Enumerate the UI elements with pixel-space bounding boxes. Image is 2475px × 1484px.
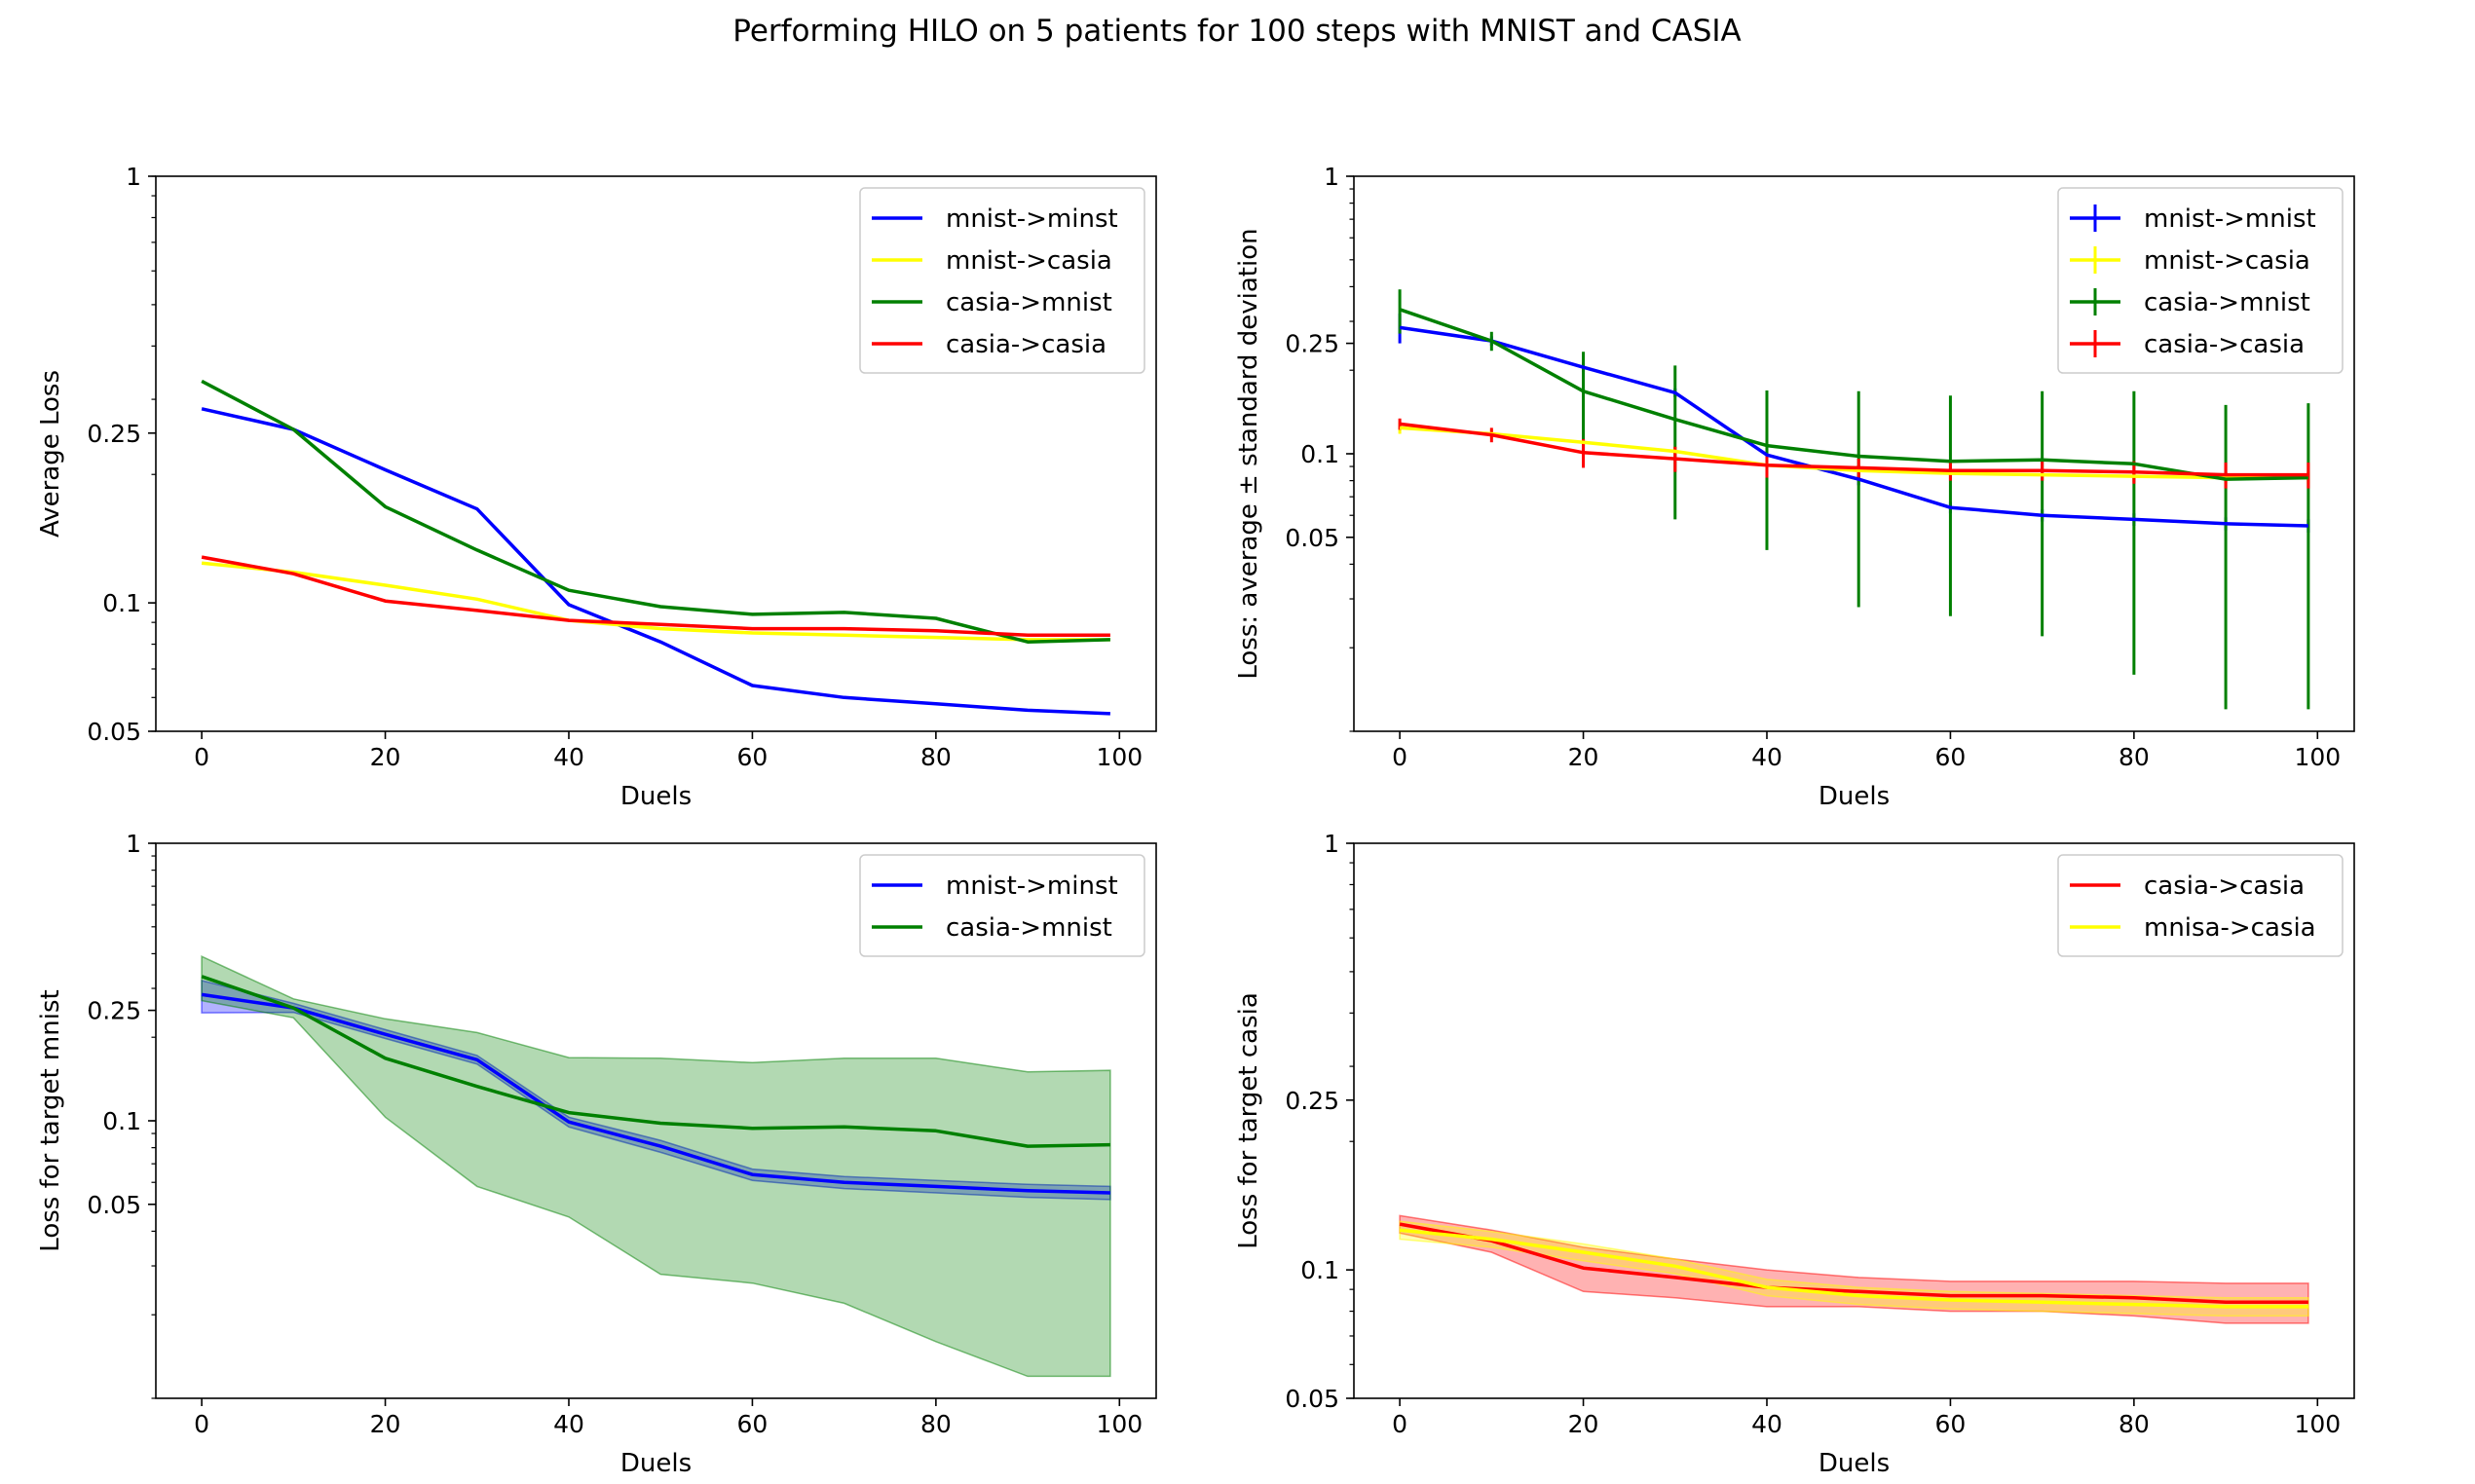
legend-label: casia->casia [2144,330,2305,359]
series-line-casia->mnist [201,379,1110,644]
legend-label: casia->mnist [2144,288,2310,317]
legend-label: mnisa->casia [2144,913,2316,943]
plot-area [201,955,1111,1378]
legend: mnist->minst casia->mnist [859,854,1145,957]
x-tick-label: 60 [1935,1410,1967,1438]
series-line-mnisa->casia [1399,1228,2308,1309]
legend: casia->casia mnisa->casia [2057,854,2344,957]
y-tick-label: 0.05 [87,718,141,746]
y-tick-label: 0.1 [1300,440,1339,468]
legend-box [859,187,1145,374]
legend-box [2057,854,2344,957]
chart-panel-2: 0 20 40 60 80 100 0.05 0.1 0.25 1 Duels Loss: avera… [1234,163,2355,811]
y-tick-label: 0.05 [87,1191,141,1219]
y-axis-label: Loss for target casia [1234,992,1263,1249]
x-tick-label: 100 [2294,743,2341,771]
x-tick-label: 80 [2119,1410,2150,1438]
x-tick-label: 0 [1392,743,1407,771]
plot-area [1399,1214,2309,1324]
y-axis-label: Average Loss [36,370,65,538]
y-tick-label: 0.25 [87,997,141,1025]
band-casia->mnist [201,955,1111,1378]
series-line-casia->mnist [1399,308,2308,481]
series-line-casia->casia [1399,422,2308,477]
chart-panel-4: 0 20 40 60 80 100 0.05 0.1 0.25 1 Duels Loss for ta… [1234,830,2355,1478]
legend-label: casia->casia [2144,872,2305,901]
x-tick-label: 100 [1096,1410,1143,1438]
x-tick-label: 40 [1751,1410,1782,1438]
x-tick-label: 80 [920,1410,952,1438]
chart-panel-3: 0 20 40 60 80 100 0.05 0.1 0.25 1 Duels Loss for ta… [36,830,1157,1478]
x-tick-label: 100 [1096,743,1143,771]
x-tick-label: 20 [1568,743,1599,771]
series-line-casia->mnist [201,975,1110,1148]
x-tick-label: 60 [737,743,769,771]
x-axis-label: Duels [1819,782,1890,811]
x-tick-label: 40 [1751,743,1782,771]
x-tick-label: 100 [2294,1410,2341,1438]
x-axis-label: Duels [620,782,692,811]
legend-label: mnist->minst [946,872,1118,901]
x-tick-label: 0 [194,1410,209,1438]
figure-title: Performing HILO on 5 patients for 100 st… [732,14,1742,49]
x-tick-label: 80 [2119,743,2150,771]
axes-frame [155,175,1157,732]
series-line-casia->casia [201,555,1110,638]
x-axis-label: Duels [1819,1449,1890,1478]
series-line-mnist->minst [201,992,1110,1195]
legend-label: casia->casia [946,330,1106,359]
y-tick-label: 1 [126,830,141,858]
x-tick-label: 20 [370,743,401,771]
series-line-mnist->mnist [1399,325,2308,528]
y-tick-label: 1 [1324,830,1339,858]
y-tick-label: 0.1 [1300,1256,1339,1284]
series-line-mnist->minst [201,407,1110,716]
legend: mnist->mnist mnist->casia casia->mnist casi… [2057,187,2344,374]
legend-label: casia->mnist [946,288,1112,317]
legend-box [2057,187,2344,374]
x-tick-label: 40 [553,1410,584,1438]
x-tick-label: 20 [1568,1410,1599,1438]
chart-panel-1: 0 20 40 60 80 100 0.05 0.1 0.25 1 Duels Average Los… [36,163,1157,811]
y-tick-label: 0.25 [1285,1087,1339,1115]
legend-label: casia->mnist [946,913,1112,943]
legend-label: mnist->casia [946,246,1112,276]
legend-label: mnist->minst [946,204,1118,234]
legend: mnist->minst mnist->casia casia->mnist casi… [859,187,1145,374]
y-tick-label: 0.25 [1285,330,1339,358]
y-tick-label: 1 [126,163,141,191]
x-tick-label: 60 [737,1410,769,1438]
axes-frame [1353,842,2355,1399]
y-tick-label: 0.05 [1285,1385,1339,1413]
x-tick-label: 20 [370,1410,401,1438]
y-axis-label: Loss: average ± standard deviation [1234,228,1263,679]
series-line-mnist->casia [1399,426,2308,480]
x-tick-label: 60 [1935,743,1967,771]
legend-label: mnist->casia [2144,246,2310,276]
y-tick-label: 0.1 [102,589,141,617]
series-line-mnist->casia [201,561,1110,642]
plot-area [201,379,1110,716]
y-tick-label: 0.05 [1285,524,1339,552]
series-line-casia->casia [1399,1222,2308,1305]
x-tick-label: 0 [194,743,209,771]
y-tick-label: 0.1 [102,1107,141,1135]
y-tick-label: 0.25 [87,420,141,448]
legend-box [859,854,1145,957]
y-tick-label: 1 [1324,163,1339,191]
x-tick-label: 80 [920,743,952,771]
x-tick-label: 0 [1392,1410,1407,1438]
plot-area [1398,289,2310,710]
x-axis-label: Duels [620,1449,692,1478]
legend-label: mnist->mnist [2144,204,2316,234]
x-tick-label: 40 [553,743,584,771]
y-axis-label: Loss for target mnist [36,989,65,1251]
